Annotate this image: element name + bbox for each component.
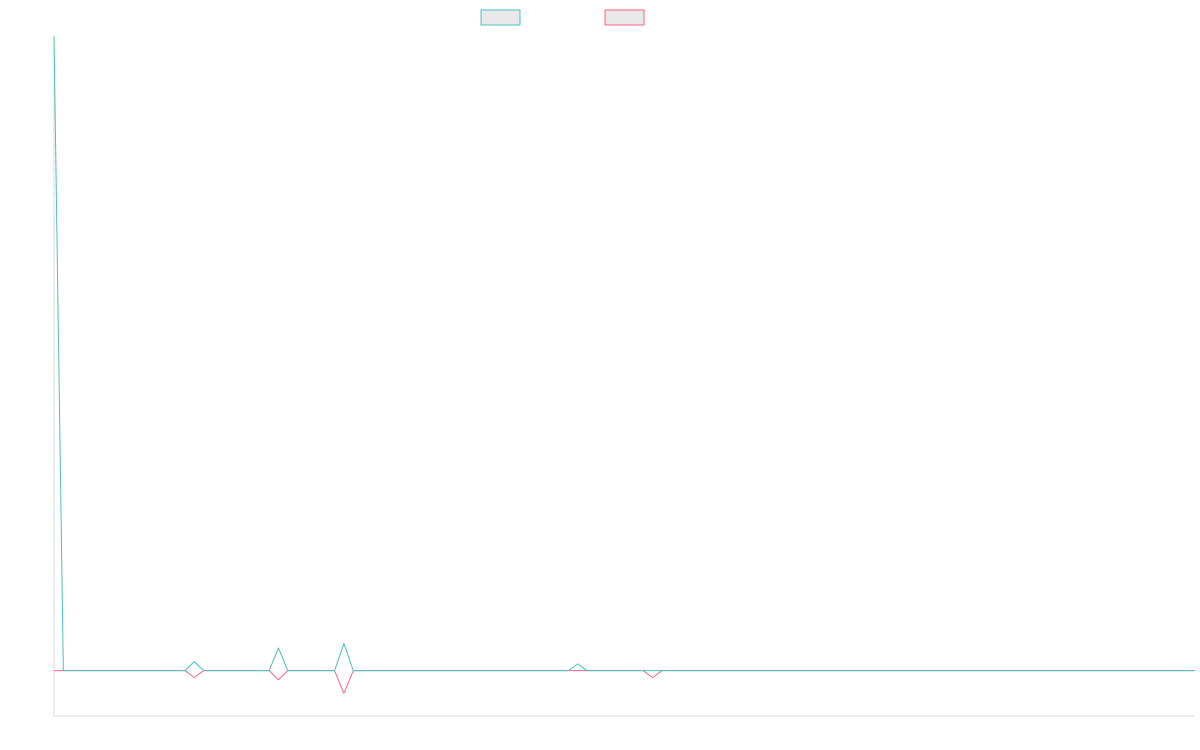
series-group [53, 35, 1195, 694]
legend-swatch-2[interactable] [604, 9, 645, 26]
series-line-1 [53, 35, 1195, 672]
axes [53, 36, 1195, 717]
legend [480, 9, 645, 26]
legend-swatch-1[interactable] [480, 9, 521, 26]
series-line-2 [54, 670, 1195, 694]
